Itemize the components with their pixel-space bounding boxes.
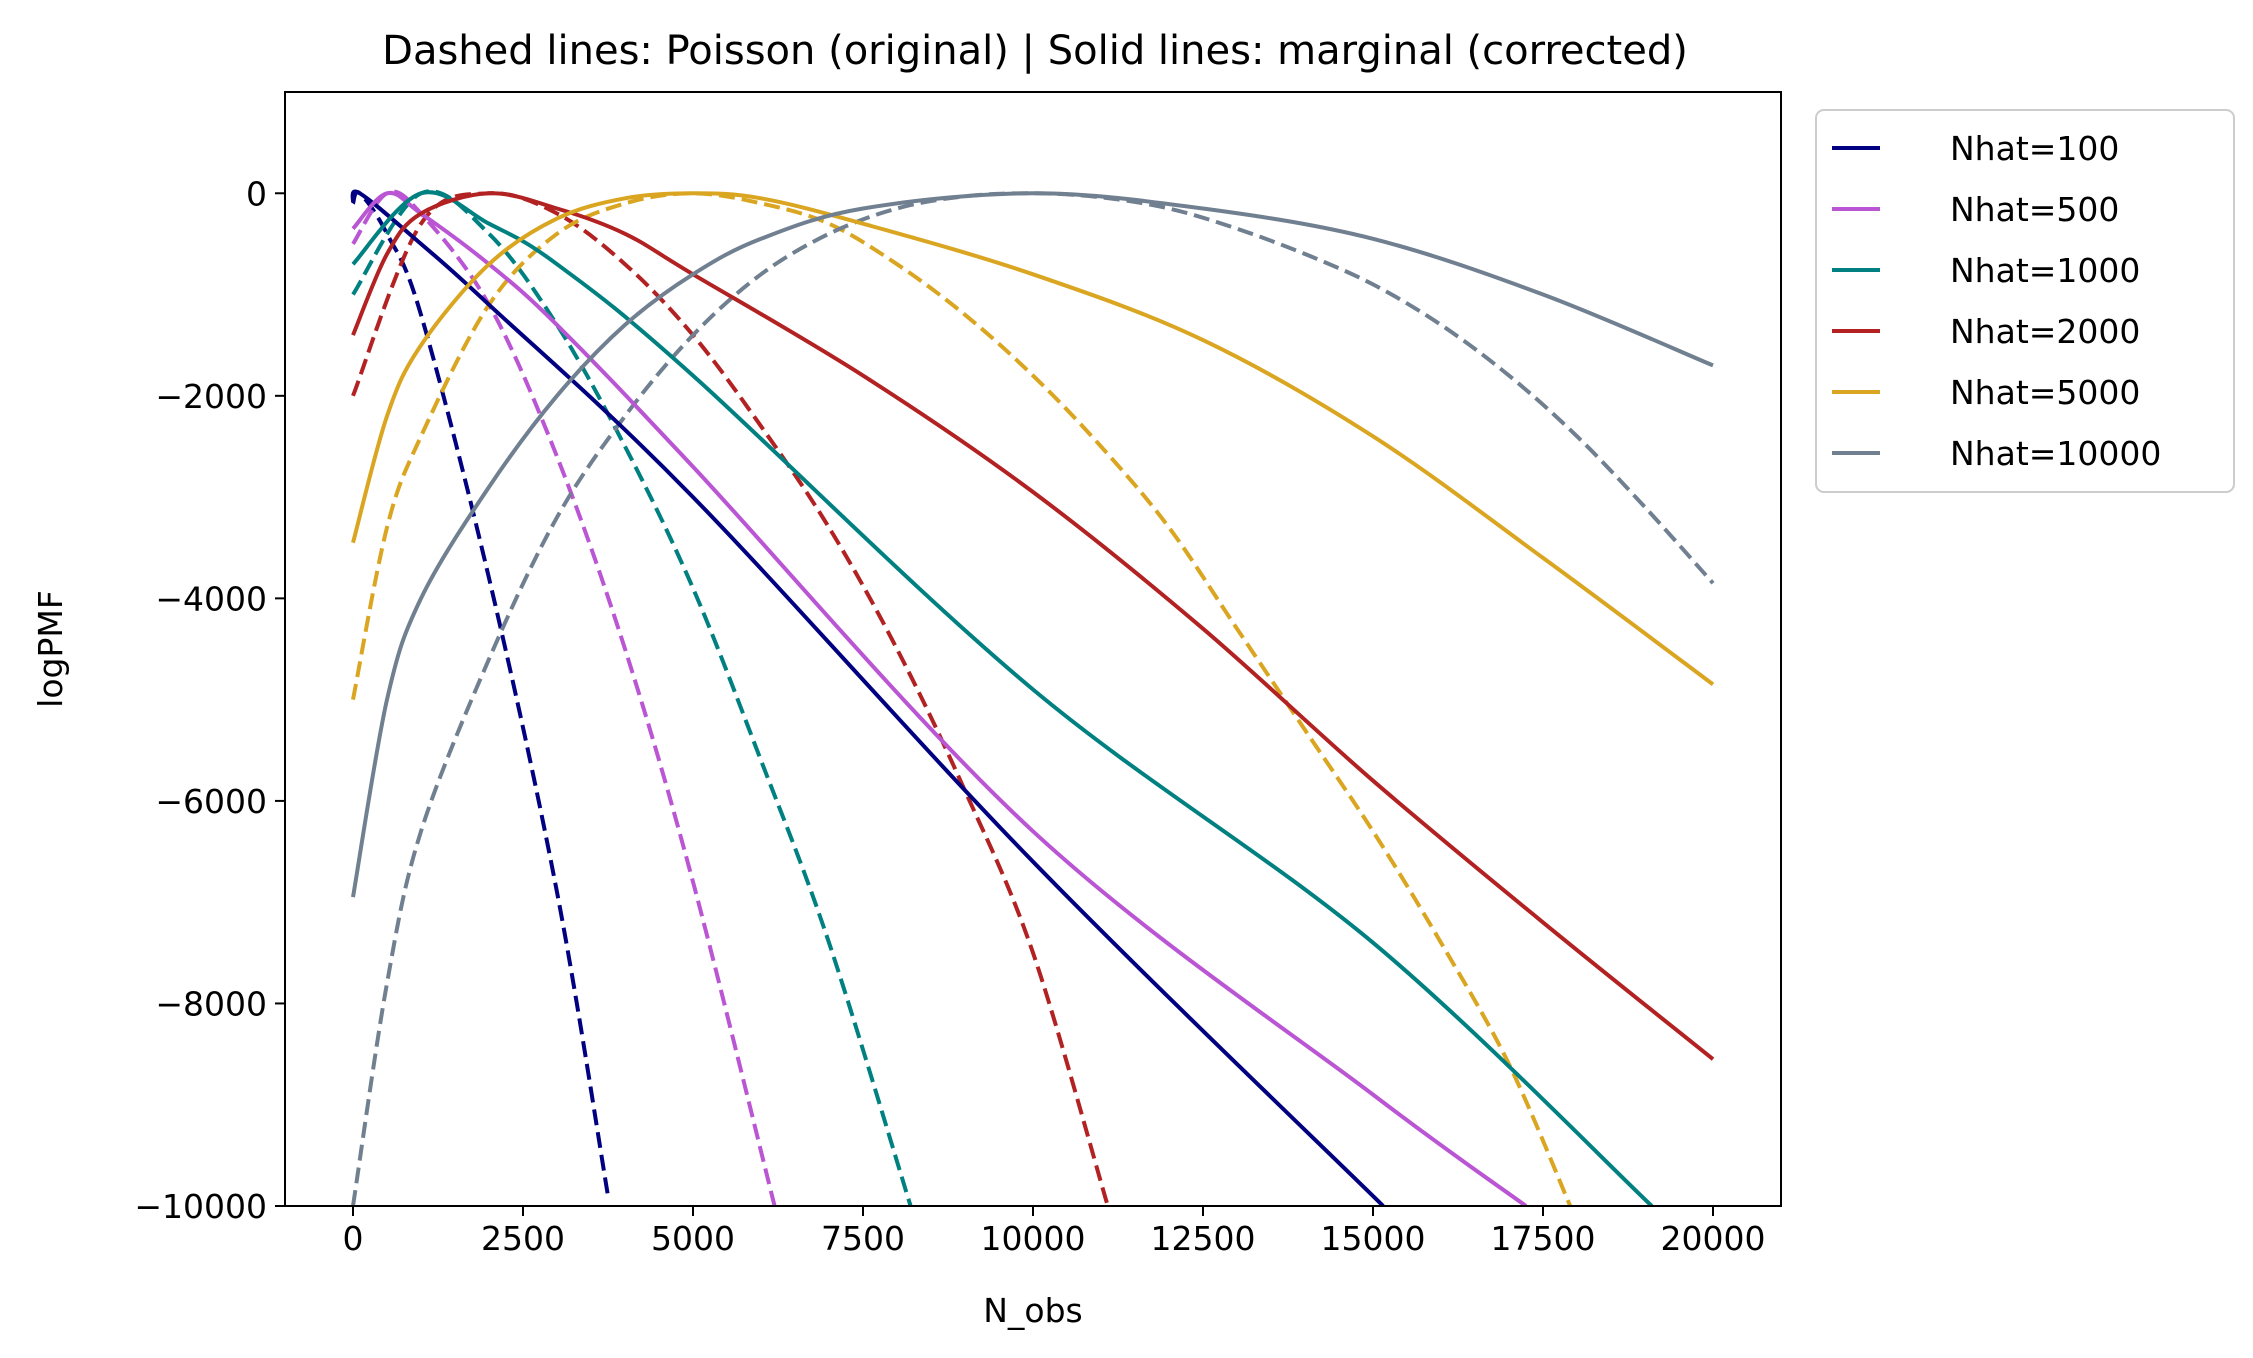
x-axis-label: N_obs — [983, 1291, 1083, 1330]
legend-label: Nhat=1000 — [1950, 251, 2140, 290]
legend-label: Nhat=100 — [1950, 129, 2119, 168]
series-dashed-nhat-500 — [351, 189, 777, 1206]
legend-frame — [1815, 109, 2235, 493]
x-tick-label: 20000 — [1661, 1219, 1766, 1258]
y-tick-label: −6000 — [155, 782, 267, 821]
series-solid-nhat-2000 — [351, 191, 1715, 1061]
legend-label: Nhat=500 — [1950, 190, 2119, 229]
x-axis: 0 2500 5000 7500 10000 12500 15000 17500 20000 — [343, 1206, 1766, 1258]
series-dashed-nhat-100 — [351, 190, 610, 1197]
x-tick-label: 0 — [343, 1219, 364, 1258]
y-axis: −10000 −8000 −6000 −4000 −2000 0 — [134, 174, 285, 1226]
y-tick-label: −10000 — [134, 1187, 267, 1226]
series-layer — [350, 189, 1715, 1206]
y-axis-label: logPMF — [31, 590, 70, 708]
series-dashed-nhat-5000 — [351, 191, 1573, 1206]
x-tick-label: 5000 — [651, 1219, 735, 1258]
x-tick-label: 12500 — [1151, 1219, 1256, 1258]
series-solid-nhat-10000 — [351, 191, 1714, 898]
series-solid-nhat-5000 — [351, 191, 1715, 687]
x-tick-label: 15000 — [1321, 1219, 1426, 1258]
y-tick-label: 0 — [246, 174, 267, 213]
x-tick-label: 17500 — [1491, 1219, 1596, 1258]
y-tick-label: −4000 — [155, 579, 267, 618]
series-solid-nhat-100 — [350, 189, 1385, 1206]
x-tick-label: 10000 — [981, 1219, 1086, 1258]
x-tick-label: 2500 — [481, 1219, 565, 1258]
legend-label: Nhat=10000 — [1950, 434, 2161, 473]
y-tick-label: −2000 — [155, 377, 267, 416]
x-tick-label: 7500 — [821, 1219, 905, 1258]
chart-title: Dashed lines: Poisson (original) | Solid… — [382, 28, 1688, 74]
series-dashed-nhat-1000 — [351, 189, 913, 1206]
y-tick-label: −8000 — [155, 984, 267, 1023]
legend-label: Nhat=5000 — [1950, 373, 2140, 412]
legend-label: Nhat=2000 — [1950, 312, 2140, 351]
legend: Nhat=100 Nhat=500 Nhat=1000 Nhat=2000 Nhat=5… — [1815, 109, 2235, 493]
series-solid-nhat-1000 — [351, 190, 1654, 1206]
